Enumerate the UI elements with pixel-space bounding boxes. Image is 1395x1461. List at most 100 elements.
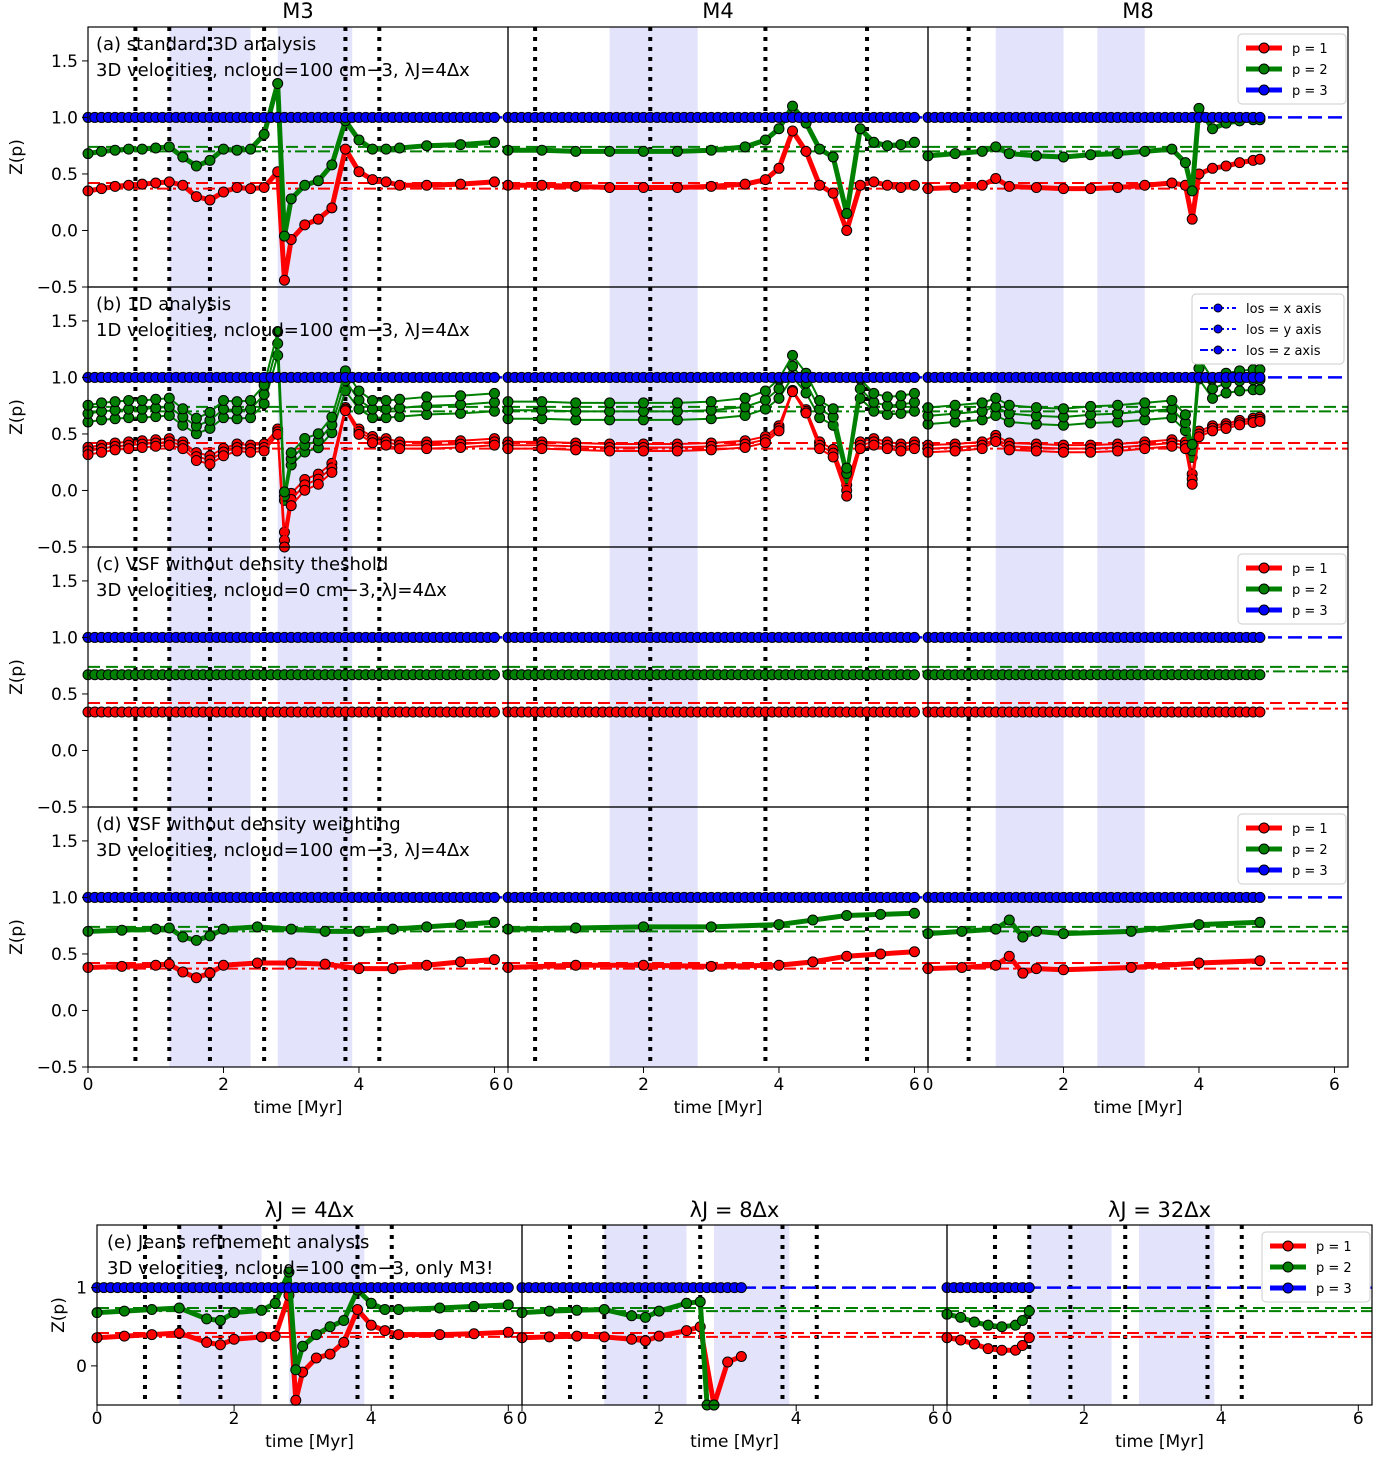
c-M3-p1-point [488,706,500,718]
a-M3-p2-point [123,143,135,155]
a-M3-p1-point [421,179,433,191]
a-M3-p2-point [96,145,108,157]
b-M8-p2-los-point [1003,399,1015,411]
legend-marker [1258,843,1270,855]
a-M3-p2-point [394,142,406,154]
a-M4-p1-point [814,179,826,191]
legend-label: p = 3 [1292,864,1328,879]
d-M3-p1-line [87,957,495,981]
b-M8-p1-los-point [1003,444,1015,456]
c-M8-p1-point [1254,706,1266,718]
e-4-p2-point [297,1340,309,1352]
e-4-p1-point [214,1339,226,1351]
d-M4-p1-point [841,950,853,962]
e-4-p2-point [146,1304,158,1316]
x-tick-label: 0 [83,1075,94,1095]
b-M3-p1-los-point [190,455,202,467]
b-M4-p1-los-point [868,439,880,451]
e-8-p1-point [735,1350,747,1362]
b-M4-p1-los-point [759,437,771,449]
e-32-p2-point [968,1316,980,1328]
a-M3-p1-point [204,194,216,206]
y-tick-label: 1.0 [51,368,78,388]
a-M3-p2-point [136,143,148,155]
b-M4-p2-los-point [895,390,907,402]
legend-label: los = x axis [1246,302,1322,317]
e-4-p1-point [201,1336,213,1348]
b-M8-p1-los-point [1139,443,1151,455]
legend-label: p = 2 [1292,63,1328,78]
a-M4-p2-point [841,208,853,220]
y-tick-label: −0.5 [37,798,78,818]
column-title: M8 [1122,0,1153,23]
legend-label: p = 2 [1316,1261,1352,1276]
d-M4-p1-point [875,948,887,960]
a-M3-p1-point [278,274,290,286]
a-M4-p3-point [908,111,920,123]
x-axis-label: time [Myr] [1094,1098,1183,1118]
y-tick-label: 1.5 [51,312,78,332]
e-32-p1-point [982,1343,994,1355]
e-4-p1-point [146,1329,158,1341]
a-M4-p1-point [895,182,907,194]
y-tick-label: 0.0 [51,481,78,501]
x-tick-label: 0 [942,1409,953,1429]
x-axis-label: time [Myr] [690,1432,779,1452]
d-M4-p2-point [773,919,785,931]
b-M8-p2-los-point [1234,385,1246,397]
b-M4-p2-los-point [759,385,771,397]
b-M3-p2-los-line [87,342,495,498]
b-M3-p2-los-point [488,387,500,399]
d-M3-p1-point [353,963,365,975]
b-M4-p2-los-point [908,387,920,399]
a-M8-p2-point [1186,185,1198,197]
a-M8-p3-point [1254,111,1266,123]
d-M8-p2-point [956,925,968,937]
b-M8-p3-point [1254,371,1266,383]
axes-frame [946,1224,1373,1406]
d-M3-p2-point [177,931,189,943]
d-M3-p2-point [190,934,202,946]
b-M3-p1-los-point [312,478,324,490]
axes-frame [507,286,929,548]
a-M3-p1-point [109,180,121,192]
panel-title-b: (b) 1D analysis [96,294,231,315]
a-M8-p1-point [1254,153,1266,165]
shaded-layer [169,27,1215,1405]
a-M4-p1-point [570,180,582,192]
b-M4-p1-los-point [671,445,683,457]
legend-marker [1258,63,1270,75]
e-8-p1-point [626,1333,638,1345]
a-M3-p2-point [245,143,257,155]
e-8-p1-point [639,1335,651,1347]
e-4-p2-point [365,1297,377,1309]
d-M8-p2-point [1003,914,1015,926]
b-M4-p1-los-point [705,444,717,456]
a-M8-p1-point [1220,160,1232,172]
b-M8-p2-los-point [1166,394,1178,406]
a-M4-p1-point [827,187,839,199]
e-4-p1-point [468,1328,480,1340]
d-M8-p2-point [1017,931,1029,943]
panel-title-c: (c) VSF without density theshold [96,554,388,575]
y-tick-label: 0.5 [51,425,78,445]
column-title: M3 [282,0,313,23]
a-M8-p2-point [1139,145,1151,157]
y-axis-label: Z(p) [7,659,27,695]
panel-subtitle-c: 3D velocities, ncloud=0 cm−3, λJ=4Δx [96,580,447,601]
e-8-p2-point [543,1305,555,1317]
a-M3-p1-point [245,183,257,195]
a-M8-p1-point [1139,179,1151,191]
y-tick-label: 0 [76,1357,87,1377]
column-title: M4 [702,0,733,23]
b-M3-p1-los-point [204,458,216,470]
legend-label: p = 1 [1316,1240,1352,1255]
e-32-p1-point [1023,1332,1035,1344]
b-M3-p2-los-point [136,394,148,406]
e-4-p2-point [502,1299,514,1311]
a-M3-p1-point [258,182,270,194]
b-M4-p2-los-point [759,403,771,415]
legend-marker [1258,583,1270,595]
b-M4-p2-los-point [637,397,649,409]
d-M3-p1-point [204,967,216,979]
